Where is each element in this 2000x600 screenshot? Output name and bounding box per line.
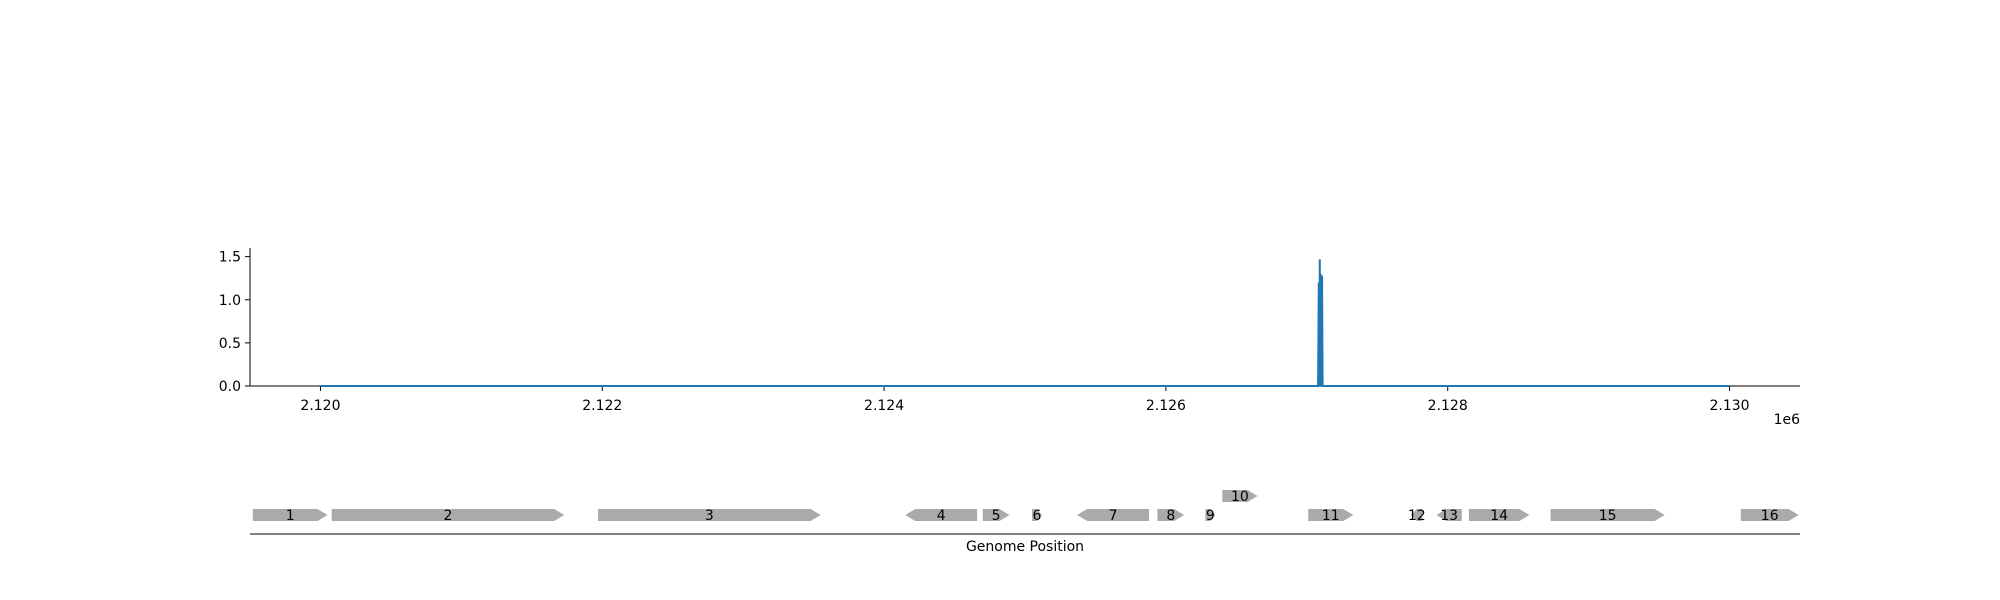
x-axis-offset-label: 1e6 <box>1774 412 1801 428</box>
gene-label: 2 <box>444 508 453 524</box>
x-tick-label: 2.126 <box>1146 398 1186 414</box>
gene-label: 9 <box>1206 508 1215 524</box>
x-ticks: 2.120 2.122 2.124 2.126 2.128 2.130 <box>300 386 1750 414</box>
coverage-plot: 0.00.51.01.5 2.120 2.122 2.124 2.126 2.128 2.… <box>219 248 1800 428</box>
gene-label: 16 <box>1761 508 1779 524</box>
gene-arrow <box>598 509 821 521</box>
x-tick-label: 2.124 <box>864 398 904 414</box>
gene-label: 6 <box>1033 508 1042 524</box>
y-tick-label: 0.0 <box>219 379 241 395</box>
gene-arrow <box>905 509 978 521</box>
gene-label: 4 <box>937 508 946 524</box>
x-tick-label: 2.122 <box>582 398 622 414</box>
gene-label: 5 <box>992 508 1001 524</box>
y-tick-label: 1.5 <box>219 250 241 266</box>
gene-label: 12 <box>1408 508 1426 524</box>
gene-label: 11 <box>1322 508 1340 524</box>
gene-arrow <box>1222 490 1258 502</box>
gene-arrow <box>1550 509 1665 521</box>
gene-label: 7 <box>1109 508 1118 524</box>
gene-track-axis-title: Genome Position <box>966 539 1084 555</box>
gene-arrow <box>1411 509 1423 521</box>
gene-label: 13 <box>1440 508 1458 524</box>
gene-arrow <box>1740 509 1799 521</box>
gene-arrow <box>1308 509 1354 521</box>
gene-label: 3 <box>705 508 714 524</box>
y-tick-label: 1.0 <box>219 293 241 309</box>
x-tick-label: 2.128 <box>1428 398 1468 414</box>
gene-arrow <box>1157 509 1185 521</box>
gene-arrow <box>1077 509 1149 521</box>
gene-label: 14 <box>1490 508 1508 524</box>
gene-label: 1 <box>286 508 295 524</box>
gene-arrow <box>1032 509 1042 521</box>
x-tick-label: 2.120 <box>300 398 340 414</box>
gene-arrow <box>1436 509 1462 521</box>
gene-arrow <box>1205 509 1216 521</box>
gene-arrow <box>1468 509 1530 521</box>
y-ticks: 0.0 0.5 1.0 1.5 <box>219 250 250 395</box>
x-tick-label: 2.130 <box>1709 398 1749 414</box>
coverage-line <box>320 259 1730 387</box>
gene-label: 8 <box>1166 508 1175 524</box>
gene-arrow <box>331 509 565 521</box>
coverage-series <box>320 259 1730 387</box>
gene-arrow <box>982 509 1010 521</box>
gene-label: 10 <box>1231 489 1249 505</box>
gene-label: 15 <box>1599 508 1617 524</box>
y-tick-label: 0.5 <box>219 336 241 352</box>
gene-arrow <box>252 509 328 521</box>
